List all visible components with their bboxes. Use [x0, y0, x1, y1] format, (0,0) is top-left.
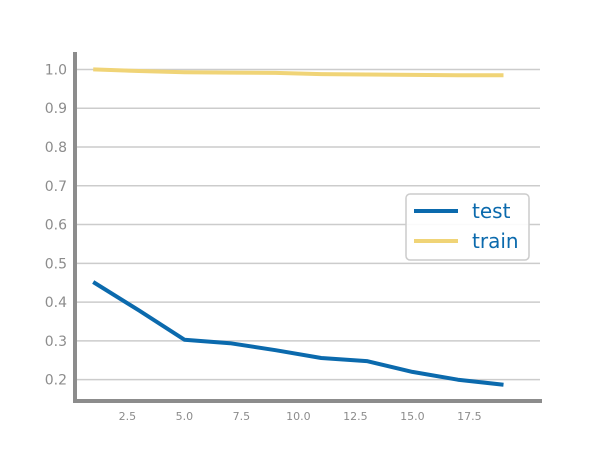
y-tick-label-5: 0.7	[45, 179, 67, 195]
y-tick-label-0: 0.2	[45, 373, 67, 389]
legend-label-test: test	[472, 199, 511, 223]
y-tick-label-3: 0.5	[45, 256, 67, 272]
series-layer	[92, 67, 504, 387]
axes	[73, 52, 542, 403]
x-tick-label-1: 5.0	[176, 410, 194, 423]
series-line-test	[92, 280, 504, 387]
x-tick-label-0: 2.5	[119, 410, 137, 423]
y-tick-labels: 0.2 0.3 0.4 0.5 0.6 0.7 0.8 0.9 1.0	[45, 62, 67, 388]
y-tick-label-4: 0.6	[45, 218, 67, 234]
x-tick-label-5: 15.0	[400, 410, 425, 423]
y-tick-label-8: 1.0	[45, 62, 67, 78]
y-tick-label-6: 0.8	[45, 140, 67, 156]
y-tick-label-7: 0.9	[45, 101, 67, 117]
series-line-train	[93, 67, 504, 78]
x-tick-label-6: 17.5	[457, 410, 482, 423]
x-tick-label-2: 7.5	[233, 410, 251, 423]
x-tick-labels: 2.5 5.0 7.5 10.0 12.5 15.0 17.5	[119, 410, 482, 423]
y-tick-label-2: 0.4	[45, 295, 67, 311]
legend: test train	[405, 193, 530, 261]
legend-label-train: train	[472, 229, 519, 253]
x-tick-label-4: 12.5	[343, 410, 368, 423]
grid-lines	[75, 68, 540, 381]
y-tick-label-1: 0.3	[45, 334, 67, 350]
x-tick-label-3: 10.0	[286, 410, 311, 423]
